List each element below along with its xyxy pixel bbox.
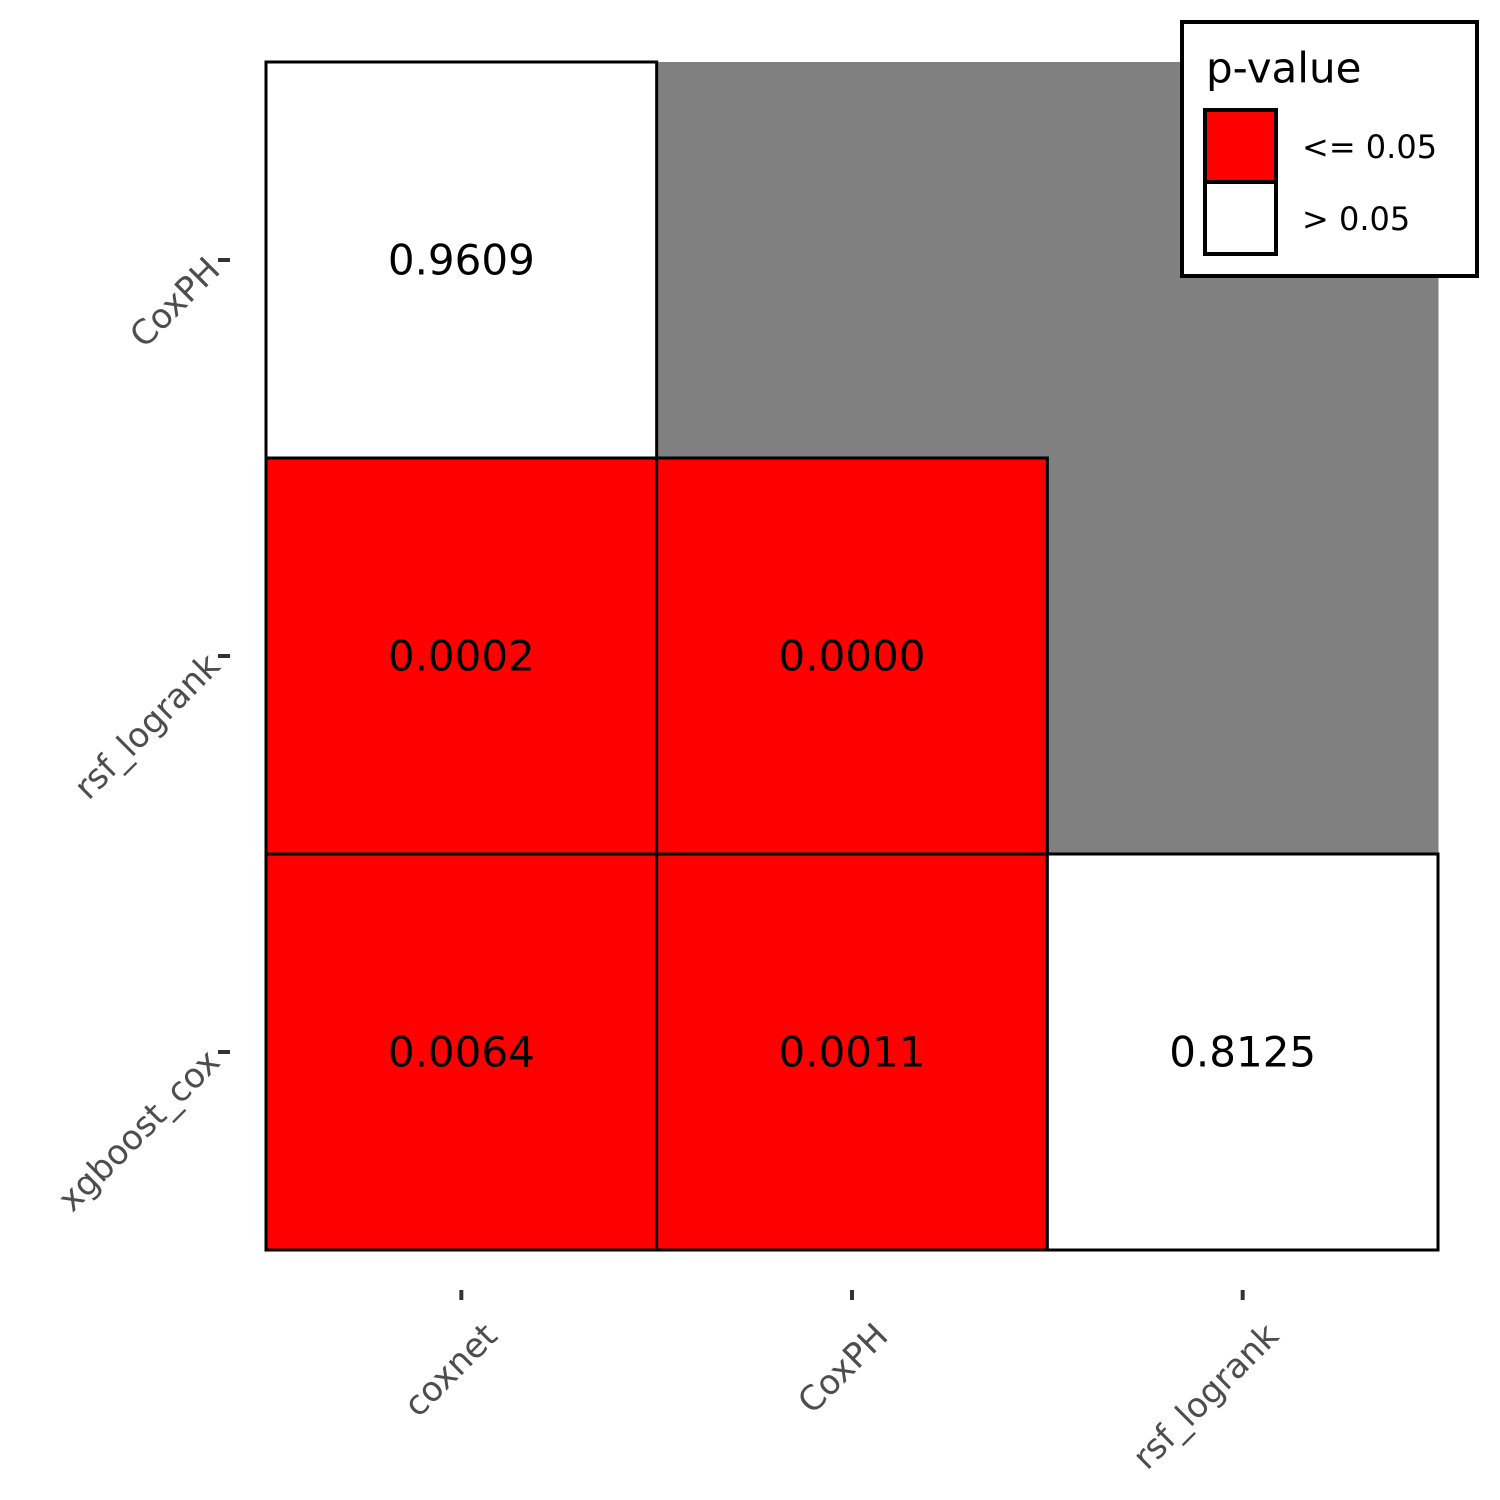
empty-cell-rsf-logrank-rsf-logrank [1047,458,1439,855]
heatmap-cell-coxnet-rsf-logrank [264,456,659,856]
heatmap-cell-coxph-rsf-logrank [655,456,1049,856]
cell-value-label: 0.0011 [779,1028,926,1077]
legend-swatch-significant [1203,108,1278,184]
empty-cell-coxph-coxph [656,62,1048,459]
x-tick-label: rsf_logrank [1125,1316,1287,1478]
legend-label: <= 0.05 [1302,128,1437,166]
y-axis: CoxPH rsf_logrank xgboost_cox [50,250,230,1220]
x-tick-label: CoxPH [790,1316,896,1422]
legend: p-value <= 0.05 > 0.05 [1180,20,1479,278]
heatmap-cell-coxnet-coxph [264,60,659,460]
y-tick-label: CoxPH [122,250,228,356]
heatmap-cell-coxph-xgboost-cox [655,852,1049,1252]
y-tick-label: rsf_logrank [67,646,229,808]
cell-value-label: 0.0000 [779,632,926,681]
cell-value-label: 0.9609 [388,236,535,285]
heatmap-cells: 0.9609 0.0002 0.0000 0.0064 0.0011 0.8125 [264,60,1440,1252]
x-axis: coxnet CoxPH rsf_logrank [396,1290,1287,1477]
legend-title: p-value [1206,44,1361,93]
heatmap-cell-coxnet-xgboost-cox [264,852,659,1252]
y-tick-label: xgboost_cox [50,1042,228,1220]
legend-swatch-not-significant [1203,180,1278,256]
heatmap-cell-rsf-logrank-xgboost-cox [1045,852,1440,1252]
cell-value-label: 0.8125 [1169,1028,1316,1077]
legend-label: > 0.05 [1302,200,1410,238]
cell-value-label: 0.0064 [388,1028,535,1077]
cell-value-label: 0.0002 [388,632,535,681]
x-tick-label: coxnet [396,1316,505,1425]
